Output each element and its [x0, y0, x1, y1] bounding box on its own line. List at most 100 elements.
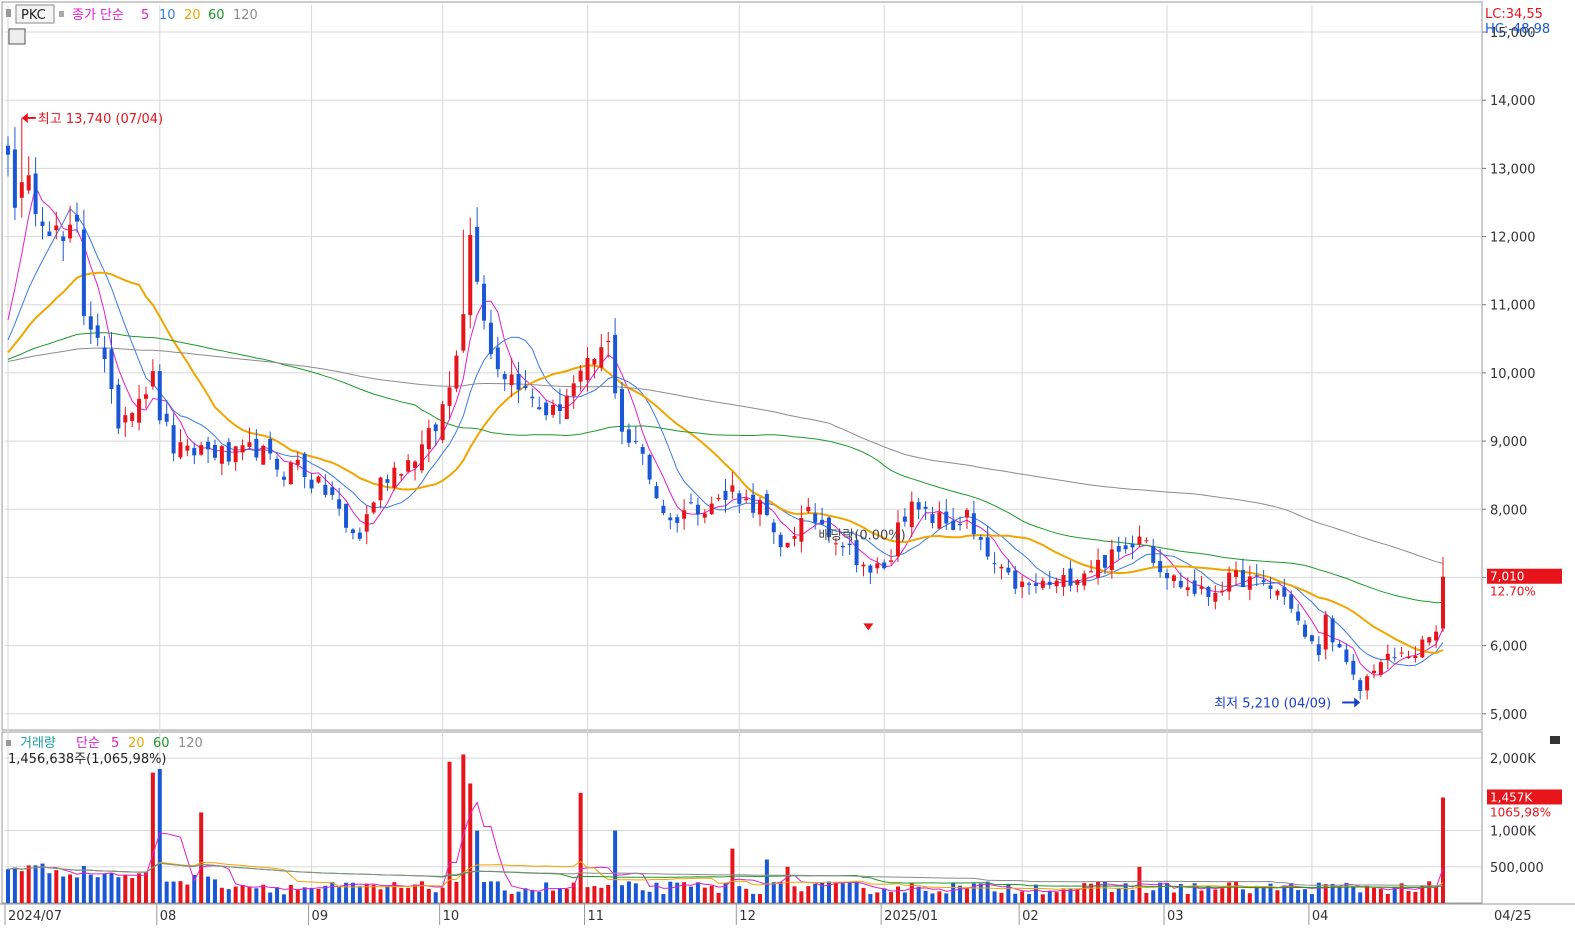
- candle-body: [840, 545, 845, 548]
- candle-body: [219, 446, 224, 464]
- candle-body: [164, 413, 169, 422]
- candle: [68, 205, 73, 243]
- candle-body: [640, 447, 645, 454]
- candle: [419, 430, 424, 474]
- candle-body: [571, 383, 576, 397]
- x-tick-label: 04: [1312, 909, 1329, 924]
- candle: [1089, 560, 1094, 573]
- candle-body: [826, 517, 831, 538]
- volume-bar: [778, 881, 783, 903]
- volume-bar: [1268, 883, 1273, 903]
- candle: [95, 313, 100, 347]
- volume-bar: [440, 887, 445, 903]
- candle: [1399, 647, 1404, 658]
- candle: [212, 439, 217, 461]
- volume-bar: [1247, 893, 1252, 903]
- volume-bar: [164, 881, 169, 903]
- candle: [1344, 643, 1349, 665]
- volume-bar: [316, 888, 321, 903]
- volume-bar: [930, 893, 935, 903]
- candle: [937, 501, 942, 529]
- candle-body: [509, 374, 514, 386]
- candle-body: [1123, 545, 1128, 550]
- candle: [737, 490, 742, 514]
- volume-bar: [1261, 886, 1266, 903]
- candle: [1330, 615, 1335, 652]
- volume-bar: [895, 886, 900, 903]
- x-tick-label: 11: [588, 909, 605, 924]
- candle-body: [61, 236, 66, 241]
- price-tick-label: 15,000: [1490, 26, 1536, 41]
- candle: [530, 388, 535, 408]
- legend-handle: [6, 9, 11, 17]
- candle-body: [820, 519, 825, 525]
- candle: [544, 399, 549, 421]
- candle-body: [178, 442, 183, 458]
- volume-bar: [268, 892, 273, 903]
- volume-bar: [6, 869, 10, 903]
- candle: [951, 508, 956, 531]
- candle-body: [895, 522, 900, 557]
- candle: [813, 503, 818, 530]
- volume-bar: [185, 884, 190, 903]
- candle: [1309, 634, 1314, 645]
- volume-bar: [654, 882, 659, 903]
- candle: [1096, 548, 1101, 585]
- candle-body: [516, 373, 521, 390]
- candle: [199, 441, 204, 456]
- volume-bar: [54, 870, 59, 903]
- volume-bar: [1151, 890, 1156, 903]
- candle-body: [1130, 543, 1135, 548]
- volume-bar: [757, 894, 762, 903]
- volume-ma120-line: [7, 862, 1444, 887]
- candle: [261, 444, 266, 465]
- candle: [1006, 559, 1011, 576]
- volume-bar: [902, 892, 907, 903]
- candle-body: [212, 444, 217, 458]
- candle: [385, 474, 390, 491]
- candle: [281, 471, 286, 487]
- candle: [12, 127, 17, 221]
- candle-body: [495, 347, 500, 370]
- candle-body: [1254, 575, 1259, 577]
- x-tick-label: 10: [443, 909, 460, 924]
- candle-body: [447, 387, 452, 406]
- volume-bar: [475, 830, 480, 903]
- candle-body: [668, 517, 673, 521]
- candle: [143, 386, 148, 409]
- volume-bar: [468, 783, 473, 903]
- candle: [378, 476, 383, 509]
- volume-bar: [1309, 894, 1314, 903]
- volume-bar: [620, 885, 625, 903]
- candle: [206, 436, 211, 464]
- volume-bar: [495, 881, 500, 903]
- volume-bar: [1316, 882, 1321, 903]
- price-tick-label: 5,000: [1490, 708, 1527, 723]
- candle: [116, 378, 121, 434]
- candle: [861, 561, 866, 577]
- candle-body: [116, 384, 121, 429]
- candle: [1234, 561, 1239, 586]
- price-tick-label: 9,000: [1490, 435, 1527, 450]
- candle: [799, 505, 804, 553]
- candle: [1068, 560, 1073, 592]
- volume-bar: [1054, 892, 1059, 903]
- volume-bar: [1330, 883, 1335, 903]
- candle: [820, 507, 825, 525]
- candle-body: [861, 564, 866, 567]
- volume-value-text: 1,456,638주(1,065,98%): [8, 752, 167, 767]
- candle: [668, 512, 673, 530]
- candle-body: [502, 374, 507, 380]
- candle-body: [240, 445, 245, 453]
- volume-bar: [1033, 884, 1038, 903]
- volume-bar: [937, 891, 942, 903]
- price-tick-label: 12,000: [1490, 231, 1536, 246]
- candle-body: [1020, 581, 1025, 588]
- candle: [1123, 537, 1128, 554]
- last-volume-badge: [1487, 789, 1562, 805]
- volume-bar: [951, 883, 956, 903]
- candle-body: [1165, 572, 1170, 579]
- candle: [978, 534, 983, 551]
- candle: [578, 365, 583, 392]
- candle-body: [1199, 586, 1204, 589]
